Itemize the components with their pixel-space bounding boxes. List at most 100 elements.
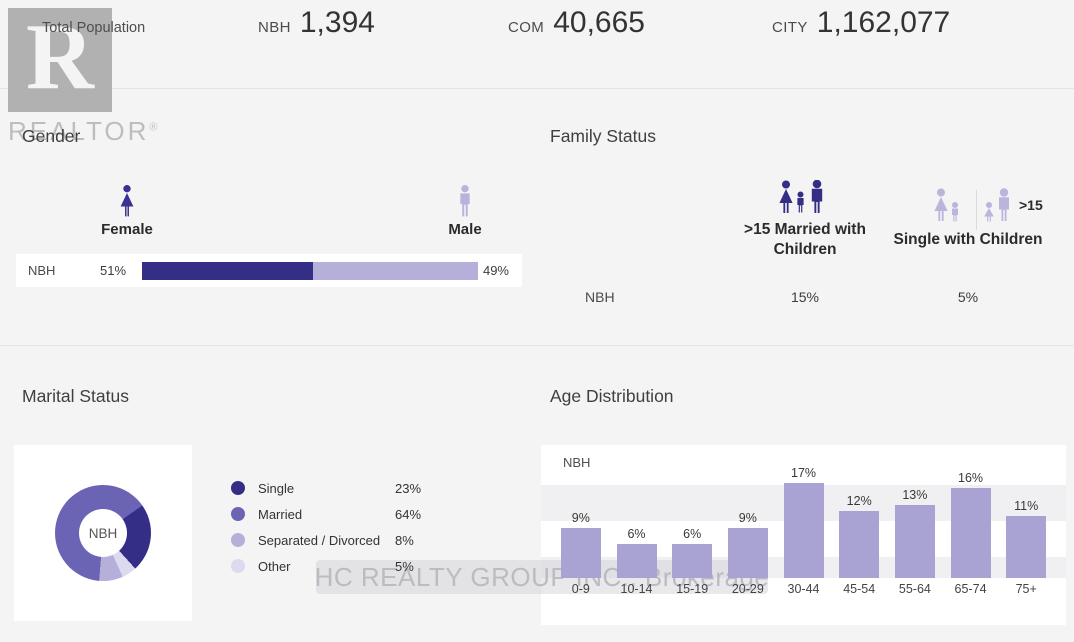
age-bar xyxy=(560,527,601,578)
single-father-with-child-icon xyxy=(984,188,1009,222)
header-divider xyxy=(0,88,1074,89)
age-distribution-title: Age Distribution xyxy=(550,386,674,406)
gender-bar-male-segment xyxy=(313,262,478,280)
gender-bar-row: NBH 51% 49% xyxy=(16,254,522,287)
age-bar-value: 17% xyxy=(791,465,817,480)
stat-city-value: 1,162,077 xyxy=(816,6,951,39)
legend-value: 64% xyxy=(395,506,422,522)
age-bar-value: 12% xyxy=(846,493,872,508)
family-status-title: Family Status xyxy=(550,126,656,146)
age-bar-group: 6% 15-19 xyxy=(664,445,720,596)
age-bar-group: 9% 20-29 xyxy=(720,445,776,596)
married-percent: 15% xyxy=(790,289,820,305)
age-category-label: 0-9 xyxy=(571,582,590,596)
age-bar-stack: 13% xyxy=(894,445,935,578)
age-category-label: 55-64 xyxy=(898,582,931,596)
age-bar-value: 11% xyxy=(1014,499,1039,514)
age-category-label: 75+ xyxy=(1015,582,1037,596)
age-category-label: 30-44 xyxy=(787,582,820,596)
female-icon xyxy=(120,185,134,217)
marital-donut-card: NBH xyxy=(14,445,192,621)
female-percent: 51% xyxy=(100,263,127,278)
realtor-logo-text: REALTOR® xyxy=(8,116,158,146)
legend-item: Single 23% xyxy=(231,475,421,501)
stat-com: COM 40,665 xyxy=(508,6,645,40)
gender-row-scope: NBH xyxy=(28,263,56,278)
single-percent: 5% xyxy=(957,289,979,305)
stat-city: CITY 1,162,077 xyxy=(772,6,950,40)
age-bar xyxy=(839,510,880,578)
mid-divider xyxy=(0,345,1074,346)
stat-com-scope: COM xyxy=(508,19,545,36)
marital-status-title: Marital Status xyxy=(22,386,129,406)
realtor-logo-icon: R xyxy=(8,8,112,112)
legend-value: 8% xyxy=(395,532,414,548)
male-percent: 49% xyxy=(482,263,509,278)
age-category-label: 10-14 xyxy=(620,582,653,596)
single-gt15-badge: >15 xyxy=(1019,197,1043,213)
age-bar-group: 16% 65-74 xyxy=(943,445,999,596)
age-bar-group: 11% 75+ xyxy=(998,445,1054,596)
age-category-label: 65-74 xyxy=(954,582,987,596)
age-bar-stack: 12% xyxy=(839,445,880,578)
married-with-children-label: >15 Married with Children xyxy=(744,221,866,258)
age-bar-stack: 6% xyxy=(616,445,657,578)
legend-label: Married xyxy=(258,506,303,522)
age-bar-group: 17% 30-44 xyxy=(776,445,832,596)
age-bar xyxy=(783,482,824,578)
age-bar-value: 9% xyxy=(571,510,590,525)
age-bar-group: 12% 45-54 xyxy=(831,445,887,596)
gender-title: Gender xyxy=(22,126,81,146)
age-bar-stack: 9% xyxy=(727,445,768,578)
legend-label: Single xyxy=(258,480,295,496)
donut-center-label: NBH xyxy=(79,509,127,557)
stat-nbh-scope: NBH xyxy=(258,19,291,36)
legend-item: Married 64% xyxy=(231,501,421,527)
age-bar-chart: 9% 0-9 6% 10-14 6% 15-19 9% 20-29 17% 30-44 12% 45-… xyxy=(553,445,1054,596)
male-icon xyxy=(460,185,470,217)
age-bar xyxy=(950,488,991,578)
marital-donut-chart: NBH xyxy=(55,485,151,581)
age-bar-stack: 17% xyxy=(783,445,824,578)
registered-trademark-icon: ® xyxy=(149,121,158,134)
legend-value: 23% xyxy=(395,480,422,496)
age-bar-group: 9% 0-9 xyxy=(553,445,609,596)
age-category-label: 45-54 xyxy=(843,582,876,596)
realtor-logo: R REALTOR® xyxy=(8,8,158,147)
age-category-label: 20-29 xyxy=(731,582,764,596)
legend-label: Separated / Divorced xyxy=(258,532,381,548)
age-bar-stack: 11% xyxy=(1006,445,1047,578)
gender-stacked-bar xyxy=(142,262,478,280)
age-bar xyxy=(616,544,657,578)
female-label: Female xyxy=(101,221,153,238)
age-bar-group: 13% 55-64 xyxy=(887,445,943,596)
family-icons-divider xyxy=(976,190,977,230)
age-distribution-card: NBH 9% 0-9 6% 10-14 6% 15-19 9% 20-29 17% 30-44 12… xyxy=(541,445,1066,625)
age-bar-value: 16% xyxy=(958,471,984,486)
marital-legend: Single 23% Married 64% Separated / Divorced 8… xyxy=(231,475,421,579)
age-bar xyxy=(672,544,713,578)
age-bar xyxy=(727,527,768,578)
age-category-label: 15-19 xyxy=(676,582,709,596)
stat-nbh-value: 1,394 xyxy=(299,6,375,39)
age-bar-value: 6% xyxy=(627,527,646,542)
age-bar-value: 13% xyxy=(902,488,928,503)
male-label: Male xyxy=(448,221,482,238)
legend-dot-icon xyxy=(231,559,245,573)
stat-com-value: 40,665 xyxy=(553,6,645,39)
realtor-logo-letter: R xyxy=(26,5,94,109)
age-bar-stack: 6% xyxy=(672,445,713,578)
age-bar-stack: 9% xyxy=(560,445,601,578)
single-with-children-label: Single with Children xyxy=(893,231,1043,248)
legend-item: Separated / Divorced 8% xyxy=(231,527,421,553)
single-mother-with-child-icon xyxy=(934,188,958,222)
married-with-children-icon xyxy=(779,180,823,213)
family-row-scope: NBH xyxy=(585,289,615,305)
age-bar-value: 9% xyxy=(738,510,757,525)
legend-dot-icon xyxy=(231,507,245,521)
age-bar-stack: 16% xyxy=(950,445,991,578)
stat-city-scope: CITY xyxy=(772,19,808,36)
legend-value: 5% xyxy=(395,558,414,574)
total-population-label: Total Population xyxy=(42,20,146,36)
